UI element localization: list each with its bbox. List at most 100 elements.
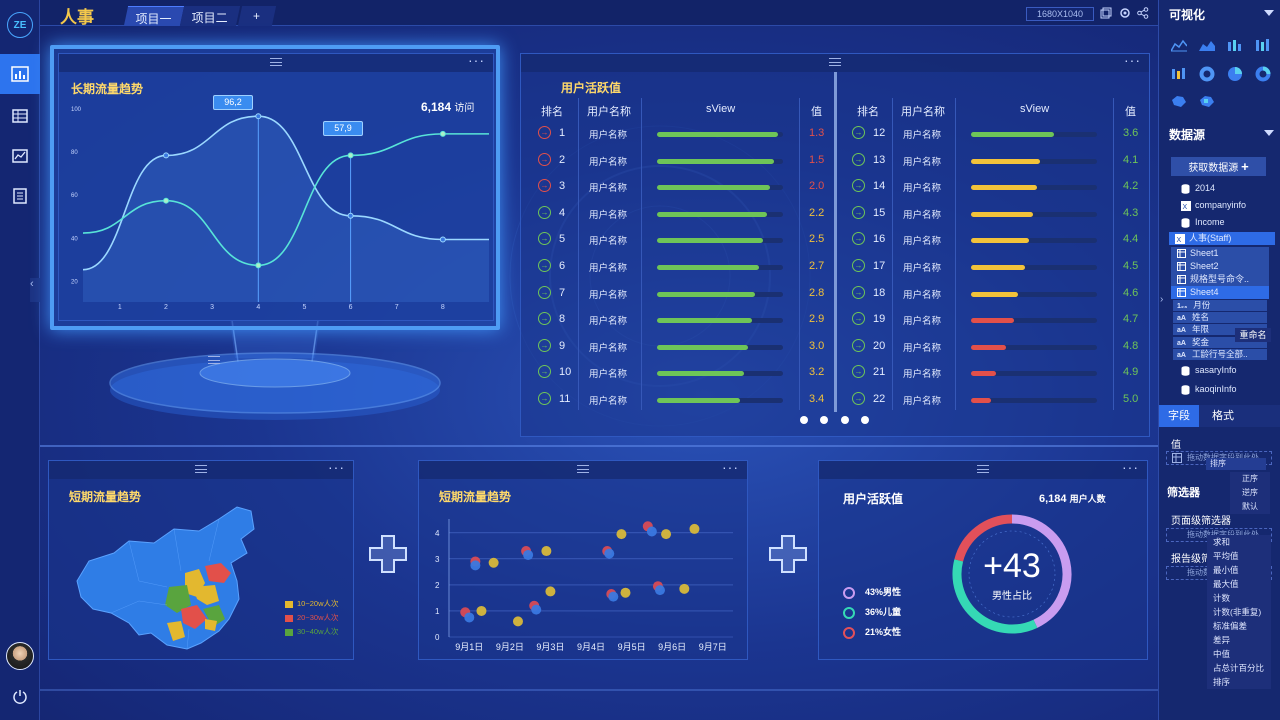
tree-item[interactable]: Income bbox=[1175, 216, 1225, 229]
collapse-nav-icon[interactable]: ‹ bbox=[30, 278, 40, 302]
ranking-row: → 10 用户名称 3.2 bbox=[533, 363, 833, 389]
aggregation-option[interactable]: 计数 bbox=[1213, 593, 1231, 603]
aggregation-option[interactable]: 最大值 bbox=[1213, 579, 1239, 589]
field-item[interactable]: aA 年限 bbox=[1173, 324, 1267, 336]
tree-item[interactable]: X 人事(Staff) bbox=[1169, 232, 1275, 245]
drag-handle-icon[interactable] bbox=[977, 465, 989, 473]
aggregation-option[interactable]: 标准偏差 bbox=[1213, 621, 1248, 631]
power-icon[interactable] bbox=[12, 688, 28, 709]
donut-center-value: +43 bbox=[983, 547, 1041, 585]
tree-item[interactable]: kaoqinInfo bbox=[1175, 383, 1237, 396]
monitor-drag-handle-icon[interactable] bbox=[208, 356, 220, 365]
aggregation-option[interactable]: 最小值 bbox=[1213, 565, 1239, 575]
user-avatar[interactable] bbox=[6, 642, 34, 670]
donut-chart-icon[interactable] bbox=[1199, 66, 1215, 82]
long-trend-panel: ··· 长期流量趋势 6,184 访问 20 40 60 80 100 1 2 3 4 5 6 7 8 … bbox=[58, 53, 494, 321]
arrow-right-circle-icon: → bbox=[852, 392, 865, 405]
sort-ascending-option[interactable]: 正序 bbox=[1242, 474, 1258, 483]
field-type-icon: aA bbox=[1177, 327, 1186, 335]
user-name: 用户名称 bbox=[903, 316, 942, 328]
nav-chart-button[interactable] bbox=[0, 136, 40, 176]
field-item[interactable]: 1₂₃ 月份 bbox=[1173, 300, 1267, 311]
page-dot-4[interactable] bbox=[861, 416, 869, 424]
aggregation-option[interactable]: 中值 bbox=[1213, 649, 1231, 659]
field-item[interactable]: aA 工龄行号全部.. bbox=[1173, 348, 1267, 360]
tab-format[interactable]: 格式 bbox=[1212, 410, 1234, 422]
aggregation-option[interactable]: 差异 bbox=[1213, 635, 1231, 645]
arrow-right-circle-icon: → bbox=[852, 126, 865, 139]
datasource-collapse-icon[interactable] bbox=[1264, 130, 1274, 136]
area-chart-icon[interactable] bbox=[1199, 38, 1215, 52]
field-item[interactable]: aA 姓名 bbox=[1173, 312, 1267, 324]
drag-handle-icon[interactable] bbox=[829, 58, 841, 66]
pie-chart-icon[interactable] bbox=[1227, 66, 1243, 82]
sview-bar-fill bbox=[971, 211, 1033, 217]
rename-menu-item[interactable]: 重命名 bbox=[1235, 328, 1271, 342]
nav-dashboard-button[interactable] bbox=[0, 54, 40, 94]
aggregation-option[interactable]: 排序 bbox=[1213, 677, 1231, 687]
tree-item[interactable]: sasaryInfo bbox=[1175, 364, 1237, 377]
map-chart-icon[interactable] bbox=[1171, 94, 1187, 108]
tab-fields[interactable]: 字段 bbox=[1159, 405, 1199, 427]
share-icon[interactable] bbox=[1137, 7, 1149, 19]
aggregation-option[interactable]: 平均值 bbox=[1213, 551, 1239, 561]
drag-handle-icon[interactable] bbox=[195, 465, 207, 473]
get-data-button[interactable]: 获取数据源 + bbox=[1171, 157, 1266, 176]
add-widget-icon[interactable] bbox=[366, 532, 410, 576]
gear-icon[interactable] bbox=[1119, 7, 1131, 19]
stacked-column-icon[interactable] bbox=[1255, 38, 1271, 52]
copy-icon[interactable] bbox=[1100, 7, 1112, 19]
monitor-stand bbox=[109, 319, 441, 420]
y-tick-label: 3 bbox=[435, 555, 440, 564]
nav-table-button[interactable] bbox=[0, 96, 40, 136]
tree-item[interactable]: Sheet4 bbox=[1171, 286, 1269, 299]
data-point bbox=[255, 113, 262, 120]
bar-chart-icon[interactable] bbox=[1171, 66, 1187, 80]
page-dot-1[interactable] bbox=[800, 416, 808, 424]
ranking-row: → 21 用户名称 4.9 bbox=[847, 363, 1147, 389]
sview-bar-track bbox=[971, 291, 1097, 297]
arrow-right-circle-icon: → bbox=[538, 285, 551, 299]
page-dot-3[interactable] bbox=[841, 416, 849, 424]
tree-item[interactable]: 规格型号命令.. bbox=[1171, 273, 1269, 286]
sview-bar-fill bbox=[971, 185, 1037, 191]
sort-dropdown[interactable]: 排序 bbox=[1206, 458, 1266, 470]
drag-handle-icon[interactable] bbox=[270, 58, 282, 66]
aggregation-option[interactable]: 计数(非重复) bbox=[1213, 607, 1262, 617]
ring-chart-icon[interactable] bbox=[1255, 66, 1271, 82]
more-options-icon[interactable]: ··· bbox=[1122, 459, 1139, 475]
more-options-icon[interactable]: ··· bbox=[328, 459, 345, 475]
user-value: 3.4 bbox=[809, 393, 825, 405]
tree-item[interactable]: 2014 bbox=[1175, 182, 1215, 195]
tab-project-1[interactable]: 项目一 bbox=[123, 6, 185, 26]
add-tab-button[interactable]: + bbox=[237, 6, 277, 26]
sort-default-option[interactable]: 默认 bbox=[1242, 502, 1258, 511]
tree-item[interactable]: Sheet1 bbox=[1171, 247, 1269, 260]
aggregation-option[interactable]: 占总计百分比 bbox=[1213, 663, 1265, 673]
line-chart-icon[interactable] bbox=[1171, 38, 1187, 52]
y-tick-label: 20 bbox=[71, 279, 78, 285]
user-name: 用户名称 bbox=[589, 263, 628, 274]
aggregation-option[interactable]: 求和 bbox=[1213, 537, 1231, 547]
more-options-icon[interactable]: ··· bbox=[468, 52, 485, 68]
nav-report-button[interactable] bbox=[0, 176, 40, 216]
collapse-arrow-icon[interactable] bbox=[1264, 10, 1274, 16]
more-options-icon[interactable]: ··· bbox=[722, 459, 739, 475]
column-chart-icon[interactable] bbox=[1227, 38, 1243, 52]
arrow-right-circle-icon: → bbox=[538, 392, 551, 405]
sort-descending-option[interactable]: 逆序 bbox=[1242, 488, 1258, 497]
filled-map-icon[interactable] bbox=[1199, 94, 1215, 108]
data-point bbox=[163, 197, 170, 204]
plus-icon: + bbox=[1241, 159, 1249, 174]
page-dot-2[interactable] bbox=[820, 416, 828, 424]
field-item[interactable]: aA 奖金 bbox=[1173, 336, 1267, 348]
tree-item[interactable]: Sheet2 bbox=[1171, 260, 1269, 273]
arrow-right-circle-icon: → bbox=[852, 338, 865, 352]
drag-handle-icon[interactable] bbox=[577, 465, 589, 473]
add-widget-icon[interactable] bbox=[766, 532, 810, 576]
more-options-icon[interactable]: ··· bbox=[1124, 52, 1141, 68]
user-name: 用户名称 bbox=[589, 183, 628, 195]
expand-panel-icon[interactable]: › bbox=[1160, 294, 1164, 305]
tab-project-2[interactable]: 项目二 bbox=[179, 6, 241, 26]
